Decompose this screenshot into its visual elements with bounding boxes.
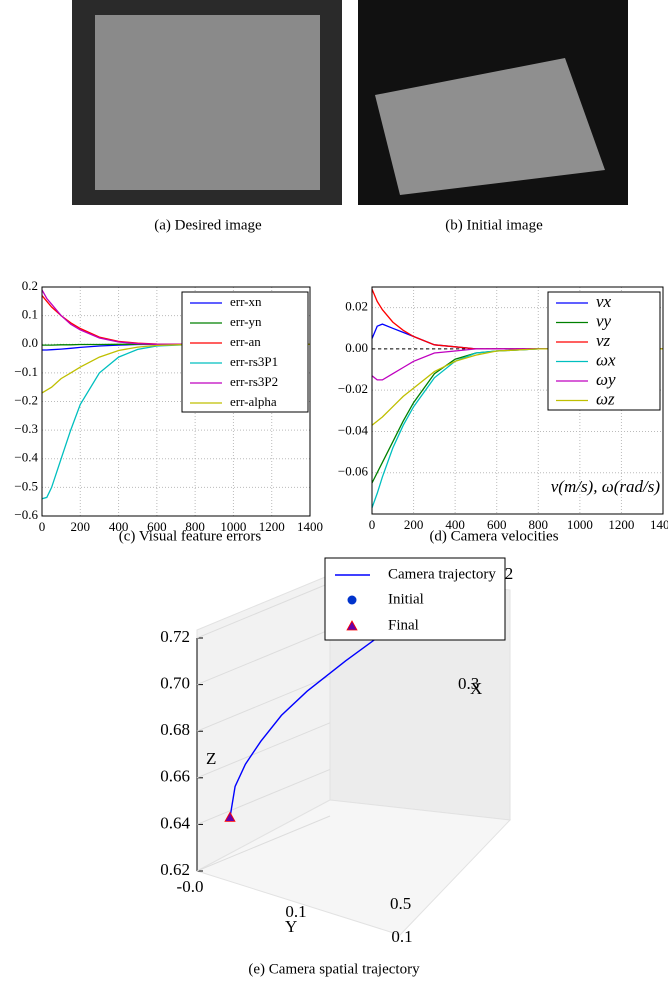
legend-label: Initial — [388, 591, 424, 607]
y-tick-label: -0.0 — [177, 877, 204, 896]
x-tick-label: 0.3 — [458, 674, 479, 693]
z-tick-label: 0.70 — [160, 674, 190, 693]
y-tick-label: −0.6 — [14, 507, 38, 522]
x-tick-label: 600 — [487, 517, 507, 532]
pane — [195, 799, 512, 936]
x-tick-label: 0 — [369, 517, 376, 532]
grid-line — [196, 768, 331, 825]
legend-label: ωx — [596, 350, 616, 369]
x-tick-label: 800 — [185, 519, 205, 534]
image-content — [375, 58, 605, 195]
x-tick-label: 400 — [445, 517, 465, 532]
x-tick-label: 800 — [529, 517, 549, 532]
legend-label: Final — [388, 617, 419, 633]
caption: (c) Visual feature errors — [119, 528, 262, 544]
y-tick-label: 0.00 — [345, 340, 368, 355]
legend-label: ωz — [596, 389, 615, 408]
y-tick-label: −0.1 — [14, 364, 38, 379]
x-tick-label: 1000 — [220, 519, 246, 534]
grid-line — [196, 675, 331, 732]
y-tick-label: 0.02 — [345, 299, 368, 314]
caption: (e) Camera spatial trajectory — [248, 961, 420, 977]
caption: (b) Initial image — [445, 217, 543, 233]
marker — [347, 595, 357, 605]
y-axis-label: Y — [285, 917, 297, 936]
grid-line — [196, 722, 331, 779]
legend-label: err-alpha — [230, 394, 277, 409]
legend-label: err-rs3P1 — [230, 354, 278, 369]
x-tick-label: 0.5 — [390, 894, 411, 913]
grid-line — [196, 629, 331, 686]
legend-label: vx — [596, 292, 612, 311]
x-tick-label: 1200 — [608, 517, 634, 532]
y-tick-label: −0.3 — [14, 421, 38, 436]
z-tick-label: 0.62 — [160, 860, 190, 879]
y-tick-label: −0.02 — [338, 381, 368, 396]
x-tick-label: 200 — [404, 517, 424, 532]
legend — [547, 291, 661, 411]
image-content — [95, 15, 320, 190]
legend-label: err-an — [230, 334, 261, 349]
y-tick-label: −0.4 — [14, 450, 38, 465]
x-tick-label: 1200 — [259, 519, 285, 534]
legend-label: Camera trajectory — [388, 566, 496, 582]
grid-line — [196, 582, 331, 639]
z-axis-label: Z — [206, 749, 216, 768]
z-tick-label: 0.66 — [160, 767, 190, 786]
legend-label: vy — [596, 311, 612, 330]
x-tick-label: 1400 — [297, 519, 323, 534]
legend-label: err-xn — [230, 294, 262, 309]
plot-frame — [371, 286, 664, 515]
x-tick-label: 1400 — [650, 517, 668, 532]
z-tick-label: 0.72 — [160, 627, 190, 646]
legend — [181, 291, 309, 413]
caption: (a) Desired image — [154, 217, 262, 233]
x-tick-label: 400 — [109, 519, 129, 534]
y-tick-label: 0.0 — [22, 335, 38, 350]
grid-line — [196, 815, 331, 872]
legend-label: ωy — [596, 370, 616, 389]
y-tick-label: 0.1 — [285, 902, 306, 921]
plot-frame — [41, 286, 311, 517]
y-tick-label: −0.06 — [338, 464, 369, 479]
legend-label: err-yn — [230, 314, 262, 329]
z-tick-label: 0.64 — [160, 813, 190, 832]
x-tick-label: 0 — [39, 519, 46, 534]
y-tick-label: −0.04 — [338, 422, 369, 437]
x-tick-label: 200 — [71, 519, 91, 534]
y-tick-label: −0.5 — [14, 478, 38, 493]
y-tick-label: 0.1 — [22, 307, 38, 322]
y-tick-label: 0.2 — [22, 278, 38, 293]
x-tick-label: 1000 — [567, 517, 593, 532]
x-tick-label: 600 — [147, 519, 167, 534]
legend-label: vz — [596, 331, 611, 350]
caption: (d) Camera velocities — [429, 528, 558, 544]
z-tick-label: 0.68 — [160, 720, 190, 739]
legend-label: err-rs3P2 — [230, 374, 278, 389]
marker — [346, 620, 358, 631]
y-tick-label: −0.2 — [14, 392, 38, 407]
annotation: v(m/s), ω(rad/s) — [551, 477, 661, 496]
y-tick-label: 0.1 — [391, 927, 412, 946]
x-axis-label: X — [470, 679, 482, 698]
marker — [224, 811, 236, 822]
